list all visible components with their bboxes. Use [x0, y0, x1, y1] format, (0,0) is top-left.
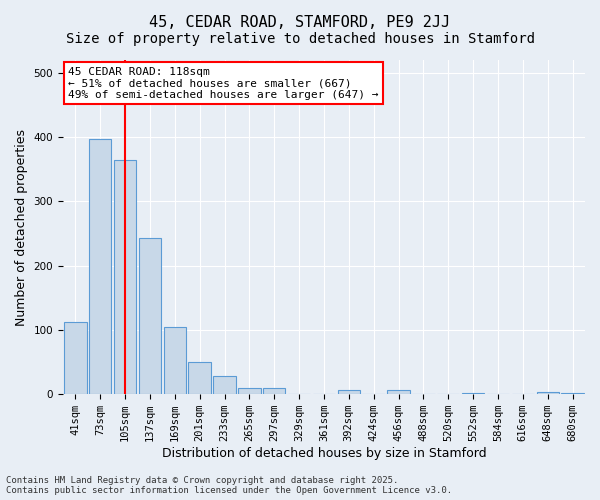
Bar	[562, 393, 584, 394]
Bar	[462, 393, 484, 394]
Bar	[388, 390, 410, 394]
Text: Size of property relative to detached houses in Stamford: Size of property relative to detached ho…	[65, 32, 535, 46]
Bar	[238, 388, 260, 394]
Bar	[338, 390, 360, 394]
Text: 45, CEDAR ROAD, STAMFORD, PE9 2JJ: 45, CEDAR ROAD, STAMFORD, PE9 2JJ	[149, 15, 451, 30]
Bar	[164, 328, 186, 394]
Bar	[536, 392, 559, 394]
Bar	[64, 322, 86, 394]
X-axis label: Distribution of detached houses by size in Stamford: Distribution of detached houses by size …	[161, 447, 486, 460]
Y-axis label: Number of detached properties: Number of detached properties	[15, 128, 28, 326]
Bar	[114, 160, 136, 394]
Bar	[263, 388, 286, 394]
Bar	[188, 362, 211, 394]
Text: Contains HM Land Registry data © Crown copyright and database right 2025.
Contai: Contains HM Land Registry data © Crown c…	[6, 476, 452, 495]
Text: 45 CEDAR ROAD: 118sqm
← 51% of detached houses are smaller (667)
49% of semi-det: 45 CEDAR ROAD: 118sqm ← 51% of detached …	[68, 66, 379, 100]
Bar	[214, 376, 236, 394]
Bar	[139, 238, 161, 394]
Bar	[89, 139, 112, 394]
